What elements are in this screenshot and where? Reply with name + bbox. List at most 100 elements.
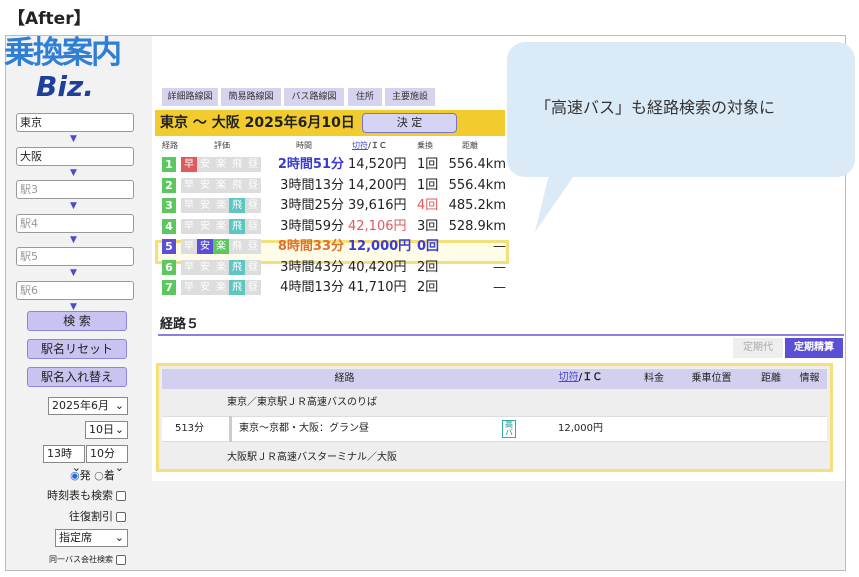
route-transfers: 3回 (417, 218, 439, 234)
th-info: 情報 (799, 373, 820, 384)
station-input-5[interactable]: 駅5 (16, 247, 134, 266)
route-fare: 14,200円 (348, 177, 407, 193)
rating-0: 早 (181, 259, 197, 275)
arrow-down-icon: ▼ (70, 167, 77, 178)
rating-2: 楽 (213, 198, 229, 213)
chevron-down-icon: ⌄ (114, 423, 124, 436)
rating-0: 早 (181, 198, 197, 213)
route-fare: 12,000円 (348, 239, 412, 254)
route-distance: — (493, 259, 506, 275)
route-transfers: 1回 (417, 177, 439, 193)
hour-select[interactable]: 13時 ⌄ (43, 445, 85, 474)
station-input-2[interactable]: 大阪 (16, 146, 134, 166)
chevron-down-icon: ⌄ (114, 461, 124, 474)
timetable-option: 時刻表も検索 (10, 489, 126, 502)
bus-line-link[interactable]: 東京〜京都・大阪：グラン昼 (239, 423, 369, 434)
rating-1: 安 (197, 259, 213, 275)
route-fare: 41,710円 (348, 280, 407, 295)
ticket-link[interactable]: 切符 (352, 141, 368, 150)
station-input-1[interactable]: 東京 (16, 113, 134, 132)
logo-biz: Biz. (36, 70, 94, 103)
arrow-down-icon: ▼ (70, 234, 77, 245)
chevron-down-icon: ⌄ (71, 461, 81, 474)
tab-map-3[interactable]: 住所 (348, 88, 382, 106)
route-distance: 556.4km (448, 177, 506, 193)
commuter-pass-tab[interactable]: 定期代 (733, 338, 783, 358)
rating-4: 昼 (245, 177, 261, 193)
roundtrip-option: 往復割引 (10, 510, 126, 523)
minute-select[interactable]: 10分 ⌄ (86, 445, 128, 474)
rating-2: 楽 (213, 218, 229, 234)
tab-map-0[interactable]: 詳細路線図 (162, 88, 218, 106)
depart-label: 発 (79, 469, 91, 482)
ticket-link[interactable]: 切符 (558, 372, 579, 383)
route-transfers: 2回 (417, 280, 439, 295)
th-ic: /ＩＣ (578, 372, 603, 383)
timetable-label: 時刻表も検索 (47, 489, 113, 502)
tab-map-1[interactable]: 簡易路線図 (221, 88, 281, 106)
station-input-6[interactable]: 駅6 (16, 280, 134, 300)
chevron-down-icon: ⌄ (114, 399, 124, 412)
rating-3: 飛 (229, 177, 245, 193)
timetable-checkbox[interactable] (116, 491, 126, 501)
rating-2: 楽 (213, 239, 229, 254)
rating-4: 昼 (245, 259, 261, 275)
rating-1: 安 (197, 177, 213, 193)
detail-title: 経路５ (160, 317, 200, 332)
route-number: 3 (162, 198, 176, 213)
th-fee: 料金 (644, 373, 664, 384)
radio-arrive[interactable]: ○ (94, 469, 104, 482)
route-distance: — (493, 239, 506, 254)
rating-1: 安 (197, 239, 213, 254)
th-position: 乗車位置 (691, 373, 732, 384)
search-button[interactable]: 検 索 (27, 311, 127, 331)
th-distance: 距離 (761, 373, 781, 384)
station-input-4[interactable]: 駅4 (16, 213, 134, 233)
seat-select[interactable]: 指定席 ⌄ (55, 529, 128, 547)
arrive-label: 着 (103, 469, 115, 482)
tab-map-4[interactable]: 主要施設 (385, 88, 435, 106)
callout-tail (535, 170, 578, 232)
commuter-settle-tab[interactable]: 定期精算 (785, 338, 843, 358)
rating-2: 楽 (213, 259, 229, 275)
rating-3: 飛 (229, 157, 245, 172)
rating-0: 早 (181, 239, 197, 254)
tab-map-2[interactable]: バス路線図 (284, 88, 344, 106)
route-detail-table: 経路 切符/ＩＣ 料金 乗車位置 距離 情報 東京／東京駅ＪＲ高速バスのりば 5… (156, 363, 833, 472)
col-rating: 評価 (214, 141, 230, 150)
arrow-down-icon: ▼ (70, 134, 77, 144)
callout-text: 「高速バス」も経路検索の対象に (535, 98, 776, 117)
swap-stations-button[interactable]: 駅名入れ替え (27, 367, 127, 387)
route-transfers: 0回 (417, 239, 440, 254)
route-header-title: 東京 〜 大阪 2025年6月10日 (160, 115, 355, 131)
radio-depart[interactable]: ◉ (70, 469, 80, 482)
rating-0: 早 (181, 177, 197, 193)
decide-button[interactable]: 決 定 (362, 113, 457, 133)
day-select[interactable]: 10日 ⌄ (85, 421, 128, 439)
station-input-3[interactable]: 駅3 (16, 180, 134, 199)
to-stop: 大阪駅ＪＲ高速バスターミナル／大阪 (227, 452, 397, 463)
reset-stations-button[interactable]: 駅名リセット (27, 339, 127, 359)
rating-2: 楽 (213, 177, 229, 193)
depart-arrive-radio: ◉発 ○着 (70, 469, 115, 482)
rating-0: 早 (181, 280, 197, 295)
rating-4: 昼 (245, 239, 261, 254)
route-number: 5 (162, 239, 176, 254)
rating-4: 昼 (245, 280, 261, 295)
route-fare: 42,106円 (348, 218, 407, 234)
route-distance: — (493, 280, 506, 295)
same-bus-checkbox[interactable] (116, 554, 126, 565)
roundtrip-checkbox[interactable] (116, 512, 126, 522)
col-route: 経路 (162, 141, 178, 150)
route-fare: 40,420円 (348, 259, 407, 275)
route-time: 3時間43分 (280, 259, 344, 275)
month-select[interactable]: 2025年6月 ⌄ (48, 397, 128, 415)
col-distance: 距離 (462, 141, 478, 150)
